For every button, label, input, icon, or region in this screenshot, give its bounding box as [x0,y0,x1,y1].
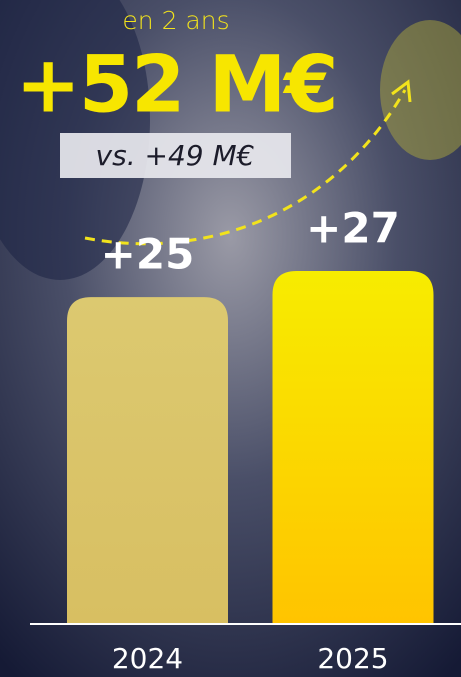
chart-title: +52 M€ [16,40,337,130]
background-blur [380,20,461,160]
subtitle-box [60,133,291,178]
arrow-head [391,79,412,103]
value-label: +27 [306,204,400,253]
trend-arrow [84,89,407,246]
x-tick-label: 2024 [112,642,183,675]
bar [272,271,434,623]
kicker: en 2 ans [122,6,229,35]
x-tick-label: 2025 [317,642,388,675]
value-label: +25 [101,230,195,279]
subtitle: vs. +49 M€ [96,139,255,172]
bar [67,297,228,623]
